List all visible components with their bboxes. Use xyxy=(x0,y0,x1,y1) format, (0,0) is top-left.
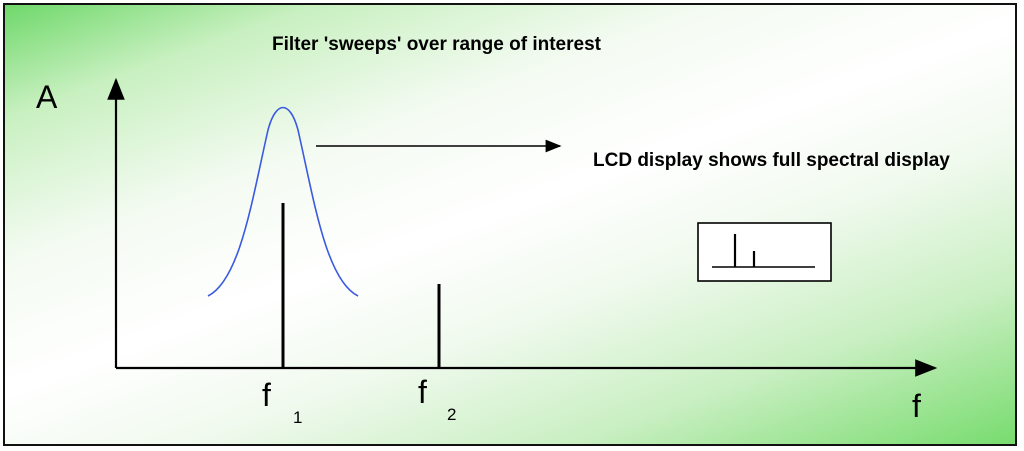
lcd-display-box xyxy=(697,222,832,282)
x-axis-label: f xyxy=(912,388,921,424)
slide-frame xyxy=(3,3,1017,446)
filter-curve xyxy=(207,106,359,297)
peak-f1-label: f xyxy=(262,377,271,413)
lcd-note: LCD display shows full spectral display xyxy=(593,150,950,171)
peak-f1-subscript: 1 xyxy=(293,408,303,427)
peak-f2-label: f xyxy=(418,374,427,410)
lcd-display-inset xyxy=(697,222,832,282)
peak-f2-subscript: 2 xyxy=(447,405,457,424)
y-axis-label: A xyxy=(36,79,58,115)
diagram-title: Filter 'sweeps' over range of interest xyxy=(272,34,601,55)
